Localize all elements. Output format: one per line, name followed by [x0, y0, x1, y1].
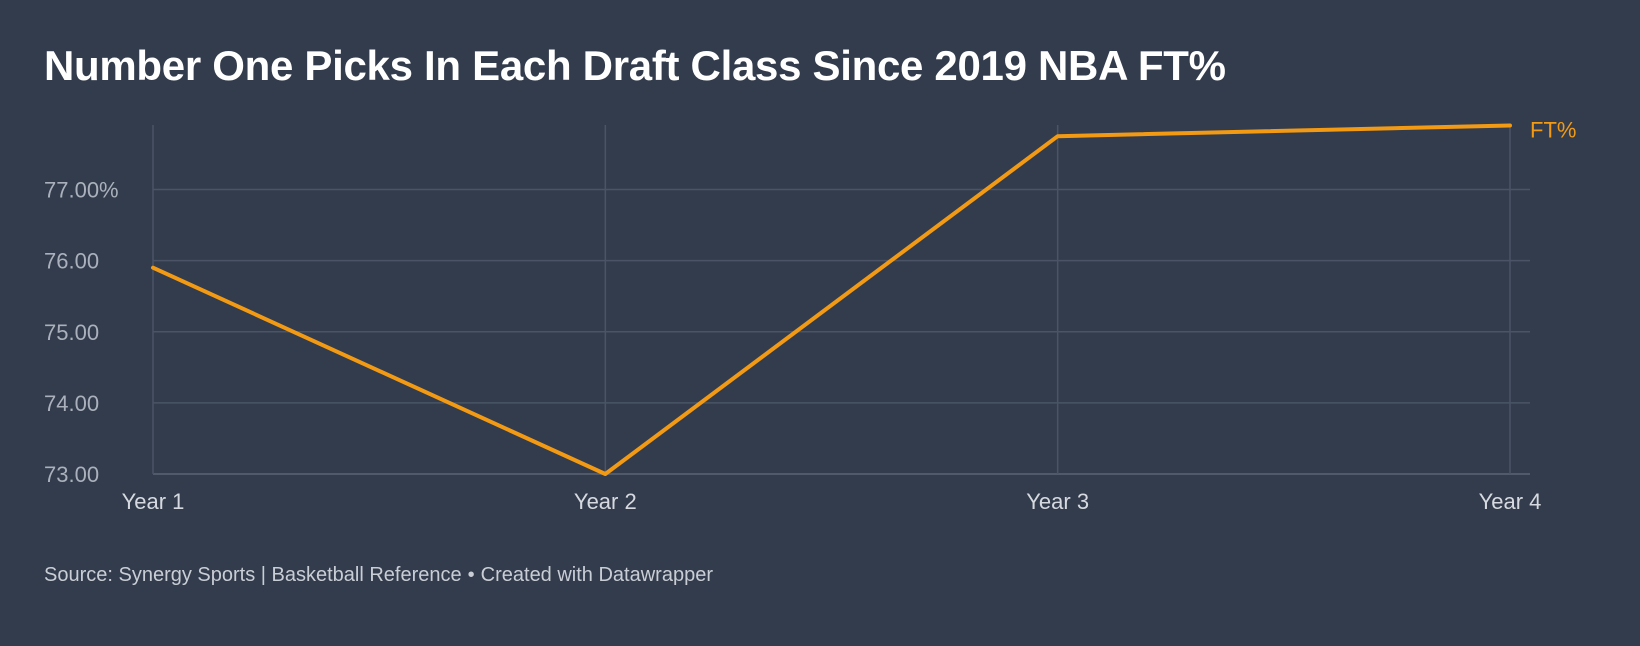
separator-dot: • — [467, 564, 475, 586]
series-line-ft-pct — [151, 123, 1512, 476]
series-label: FT% — [1530, 117, 1576, 142]
x-tick-label: Year 2 — [574, 489, 637, 514]
y-tick-label: 76.00 — [44, 249, 99, 274]
y-gridlines — [153, 188, 1530, 475]
x-tick-label: Year 1 — [122, 489, 185, 514]
source-credit: Source: Synergy Sports | Basketball Refe… — [44, 564, 713, 587]
series-layer: FT% — [151, 117, 1576, 476]
y-tick-label: 73.00 — [44, 462, 99, 487]
y-tick-label: 75.00 — [44, 320, 99, 345]
y-tick-label: 77.00% — [44, 178, 119, 203]
credit-text: Created with Datawrapper — [480, 564, 713, 586]
x-tick-label: Year 3 — [1026, 489, 1089, 514]
source-text: Source: Synergy Sports | Basketball Refe… — [44, 564, 462, 586]
y-tick-label: 74.00 — [44, 391, 99, 416]
chart-title: Number One Picks In Each Draft Class Sin… — [44, 42, 1226, 89]
x-tick-label: Year 4 — [1479, 489, 1542, 514]
x-axis-tick-labels: Year 1 Year 2 Year 3 Year 4 — [122, 489, 1542, 514]
x-gridlines — [152, 125, 1511, 474]
y-axis-tick-labels: 73.00 74.00 75.00 76.00 77.00% — [44, 178, 119, 488]
